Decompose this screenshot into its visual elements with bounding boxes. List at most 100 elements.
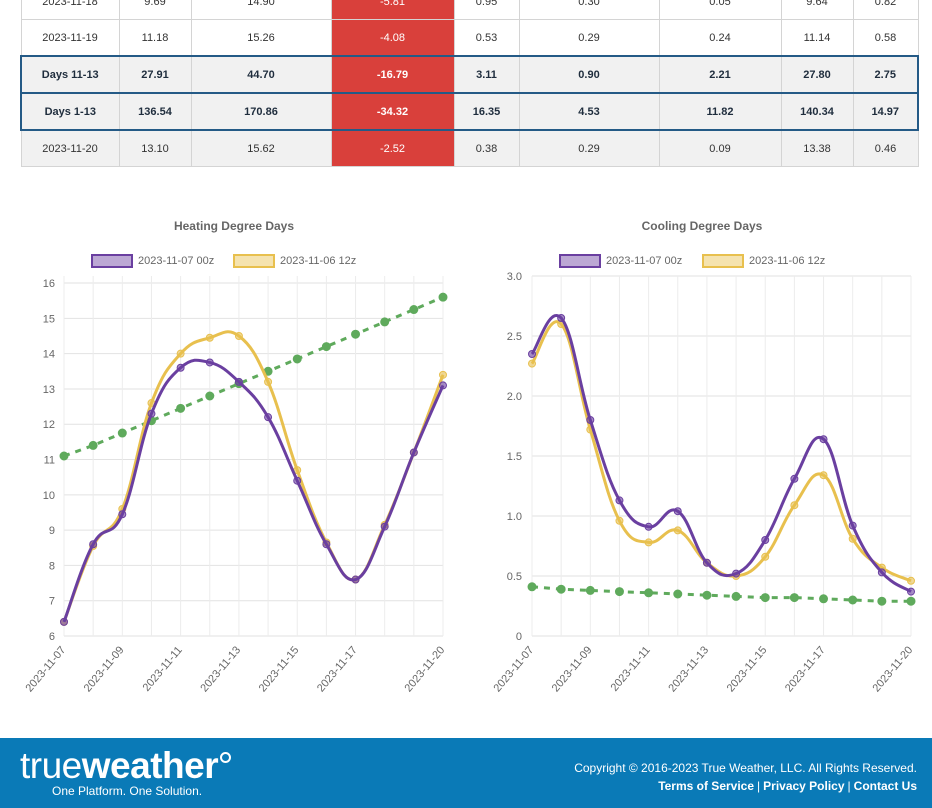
table-cell: 0.90 <box>518 55 660 94</box>
table-cell: 136.54 <box>118 92 192 131</box>
data-point <box>557 314 566 322</box>
legend-swatch <box>559 254 601 268</box>
data-point <box>264 413 273 422</box>
contact-us-link[interactable]: Contact Us <box>853 779 917 793</box>
data-point <box>819 471 828 480</box>
data-point <box>205 333 214 342</box>
legend-label: 2023-11-06 12z <box>280 255 356 267</box>
data-point <box>117 428 127 438</box>
y-tick-label: 3.0 <box>507 271 522 283</box>
data-point <box>89 540 98 549</box>
x-tick-label: 2023-11-17 <box>783 644 828 694</box>
table-cell: -16.79 <box>330 55 455 94</box>
table-cell: 0.05 <box>658 0 782 20</box>
data-point <box>439 381 447 390</box>
logo-ring-icon <box>220 752 232 763</box>
data-point <box>176 363 185 372</box>
chart-title: Cooling Degree Days <box>642 219 763 233</box>
data-point <box>644 538 653 547</box>
data-point <box>614 587 624 597</box>
data-point <box>702 558 711 567</box>
trueweather-logo[interactable]: trueweather One Platform. One Solution. <box>20 745 232 798</box>
degree-days-table: 2023-11-18 9.69 14.90 -5.81 0.95 0.30 0.05 9.64… <box>20 0 919 167</box>
data-point <box>528 359 536 368</box>
data-point <box>586 416 595 424</box>
x-tick-label: 2023-11-15 <box>257 644 302 694</box>
data-point <box>409 305 419 315</box>
table-cell: 0.30 <box>518 0 660 20</box>
copyright-text: Copyright © 2016-2023 True Weather, LLC.… <box>574 761 917 775</box>
data-point <box>351 329 361 339</box>
x-tick-label: 2023-11-20 <box>870 644 915 694</box>
table-cell: 16.35 <box>453 92 520 131</box>
data-point <box>322 540 331 549</box>
data-point <box>761 536 770 544</box>
table-row: Days 11-13 27.91 44.70 -16.79 3.11 0.90 2.21 27… <box>20 55 919 94</box>
hdd-chart: Heating Degree Days 2023-11-07 00z 2023-11… <box>23 219 448 694</box>
data-point <box>118 510 127 519</box>
data-point <box>528 350 536 358</box>
table-cell: 0.29 <box>518 19 660 57</box>
y-tick-label: 14 <box>43 349 55 361</box>
data-point <box>907 587 915 596</box>
table-cell: 13.38 <box>780 129 854 167</box>
table-cell: 0.53 <box>453 19 520 57</box>
data-point <box>438 292 448 302</box>
y-tick-label: 10 <box>43 490 55 502</box>
data-point <box>293 476 302 485</box>
data-point <box>409 448 418 457</box>
row-label-cell: 2023-11-20 <box>20 129 120 167</box>
x-tick-label: 2023-11-11 <box>609 644 653 694</box>
link-separator: | <box>847 779 851 793</box>
series-line-trend <box>531 585 911 603</box>
terms-of-service-link[interactable]: Terms of Service <box>658 779 755 793</box>
footer-links: Terms of Service | Privacy Policy | Contact … <box>658 779 917 793</box>
table-row: 2023-11-18 9.69 14.90 -5.81 0.95 0.30 0.05 9.64… <box>20 0 919 20</box>
data-point <box>790 501 799 510</box>
data-point <box>731 591 741 601</box>
table-cell: 170.86 <box>190 92 332 131</box>
data-point <box>60 617 68 626</box>
data-point <box>615 496 624 505</box>
data-point <box>760 593 770 603</box>
table-cell: 15.62 <box>190 129 332 167</box>
data-point <box>789 593 799 603</box>
x-tick-label: 2023-11-17 <box>315 644 360 694</box>
legend-label: 2023-11-07 00z <box>606 255 682 267</box>
privacy-policy-link[interactable]: Privacy Policy <box>763 779 845 793</box>
x-tick-label: 2023-11-20 <box>402 644 447 694</box>
data-point <box>790 474 799 483</box>
table-cell: 0.24 <box>658 19 782 57</box>
table-cell: 44.70 <box>190 55 332 94</box>
row-label-cell: 2023-11-19 <box>20 19 120 57</box>
data-point <box>380 317 390 327</box>
data-point <box>877 568 886 577</box>
site-footer: trueweather One Platform. One Solution. … <box>0 738 932 808</box>
legend-label: 2023-11-07 00z <box>138 255 214 267</box>
logo-tagline: One Platform. One Solution. <box>52 784 203 798</box>
y-tick-label: 0.5 <box>507 571 522 583</box>
data-point <box>848 534 857 543</box>
y-tick-label: 7 <box>49 596 55 608</box>
table-cell: 4.53 <box>518 92 660 131</box>
y-tick-label: 16 <box>43 278 55 290</box>
y-tick-label: 1.5 <box>507 451 522 463</box>
table-cell: 140.34 <box>780 92 854 131</box>
data-point <box>176 349 185 358</box>
table-cell: -5.81 <box>330 0 455 20</box>
data-point <box>351 575 360 584</box>
series-line-00z <box>530 314 912 593</box>
table-cell: 27.91 <box>118 55 192 94</box>
table-row: Days 1-13 136.54 170.86 -34.32 16.35 4.53 11.8… <box>20 92 919 131</box>
y-tick-label: 13 <box>43 384 55 396</box>
table-cell: 3.11 <box>453 55 520 94</box>
table-cell: 15.26 <box>190 19 332 57</box>
x-tick-label: 2023-11-07 <box>491 644 536 694</box>
logo-text-light: true <box>20 745 82 786</box>
table-cell: 0.29 <box>518 129 660 167</box>
chart-title: Heating Degree Days <box>174 219 294 233</box>
table-cell: 9.64 <box>780 0 854 20</box>
data-point <box>702 590 712 600</box>
data-point <box>673 589 683 599</box>
table-cell: 0.38 <box>453 129 520 167</box>
